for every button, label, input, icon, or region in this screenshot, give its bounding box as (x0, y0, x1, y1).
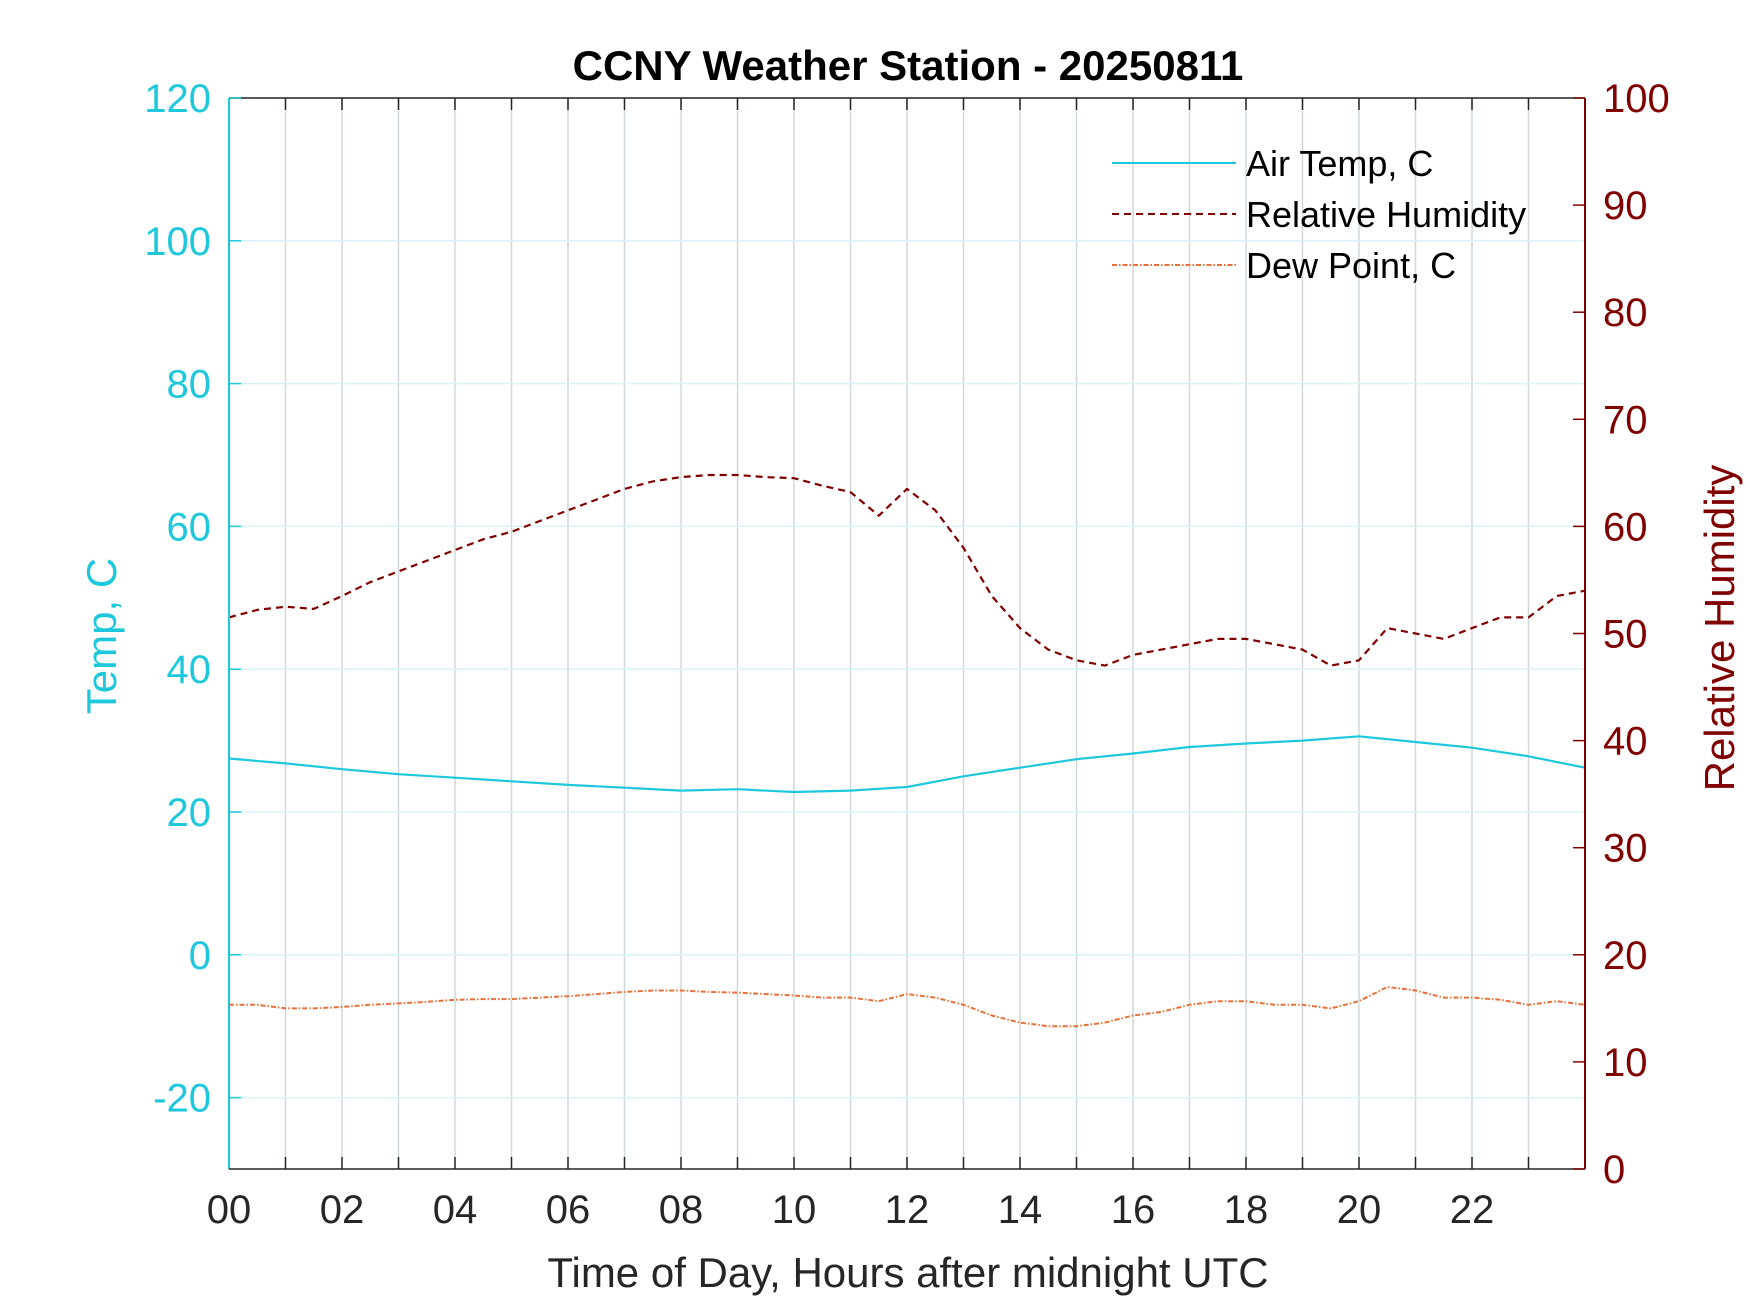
y-right-tick-label: 90 (1603, 184, 1648, 228)
y-axis-left-label: Temp, C (78, 558, 125, 714)
legend-label: Relative Humidity (1246, 194, 1526, 235)
y-left-tick-label: 100 (144, 220, 211, 264)
x-tick-label: 18 (1224, 1188, 1269, 1232)
x-tick-label: 02 (320, 1188, 365, 1232)
y-left-tick-label: 0 (189, 934, 211, 978)
x-tick-label: 22 (1450, 1188, 1495, 1232)
series-layer (228, 473, 1586, 1028)
x-axis-label: Time of Day, Hours after midnight UTC (547, 1249, 1268, 1296)
x-tick-label: 08 (659, 1188, 704, 1232)
x-tick-label: 14 (998, 1188, 1043, 1232)
y-axis-right-label: Relative Humidity (1696, 465, 1743, 792)
legend: Air Temp, C Relative Humidity Dew Point, C (1112, 143, 1526, 286)
y-right-tick-label: 0 (1603, 1148, 1625, 1192)
y-right-tick-label: 30 (1603, 827, 1648, 871)
y-right-tick-label: 10 (1603, 1041, 1648, 1085)
x-tick-label: 16 (1111, 1188, 1156, 1232)
y-left-tick-label: 120 (144, 77, 211, 121)
relative-humidity-series (228, 473, 1586, 667)
x-tick-label: 20 (1337, 1188, 1382, 1232)
x-tick-label: 04 (433, 1188, 478, 1232)
air-temp-series (228, 735, 1586, 794)
axes-layer: 00 02 04 06 08 10 12 14 16 18 20 22-200204060801001… (144, 77, 1670, 1232)
legend-label: Air Temp, C (1246, 143, 1433, 184)
x-tick-label: 12 (885, 1188, 930, 1232)
y-right-tick-label: 80 (1603, 291, 1648, 335)
y-left-tick-label: 60 (167, 505, 212, 549)
grid-layer (229, 97, 1585, 1169)
y-right-tick-label: 100 (1603, 77, 1670, 121)
y-right-tick-label: 40 (1603, 720, 1648, 764)
y-right-tick-label: 70 (1603, 398, 1648, 442)
y-right-tick-label: 50 (1603, 613, 1648, 657)
x-tick-label: 00 (207, 1188, 252, 1232)
dew-point-series (229, 985, 1586, 1028)
y-left-tick-label: 40 (167, 648, 212, 692)
legend-label: Dew Point, C (1246, 245, 1456, 286)
x-tick-label: 10 (772, 1188, 817, 1232)
y-left-tick-label: 80 (167, 363, 212, 407)
y-left-tick-label: 20 (167, 791, 212, 835)
y-right-tick-label: 60 (1603, 505, 1648, 549)
y-right-tick-label: 20 (1603, 934, 1648, 978)
chart-title: CCNY Weather Station - 20250811 (573, 42, 1244, 89)
y-left-tick-label: -20 (153, 1077, 211, 1121)
x-tick-label: 06 (546, 1188, 591, 1232)
